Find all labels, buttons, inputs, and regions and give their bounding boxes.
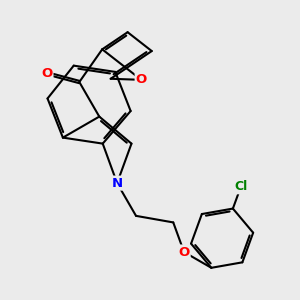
Text: O: O [136, 73, 147, 86]
Text: Cl: Cl [234, 180, 248, 193]
Text: O: O [41, 67, 52, 80]
Text: N: N [112, 177, 123, 190]
Text: O: O [178, 245, 190, 259]
